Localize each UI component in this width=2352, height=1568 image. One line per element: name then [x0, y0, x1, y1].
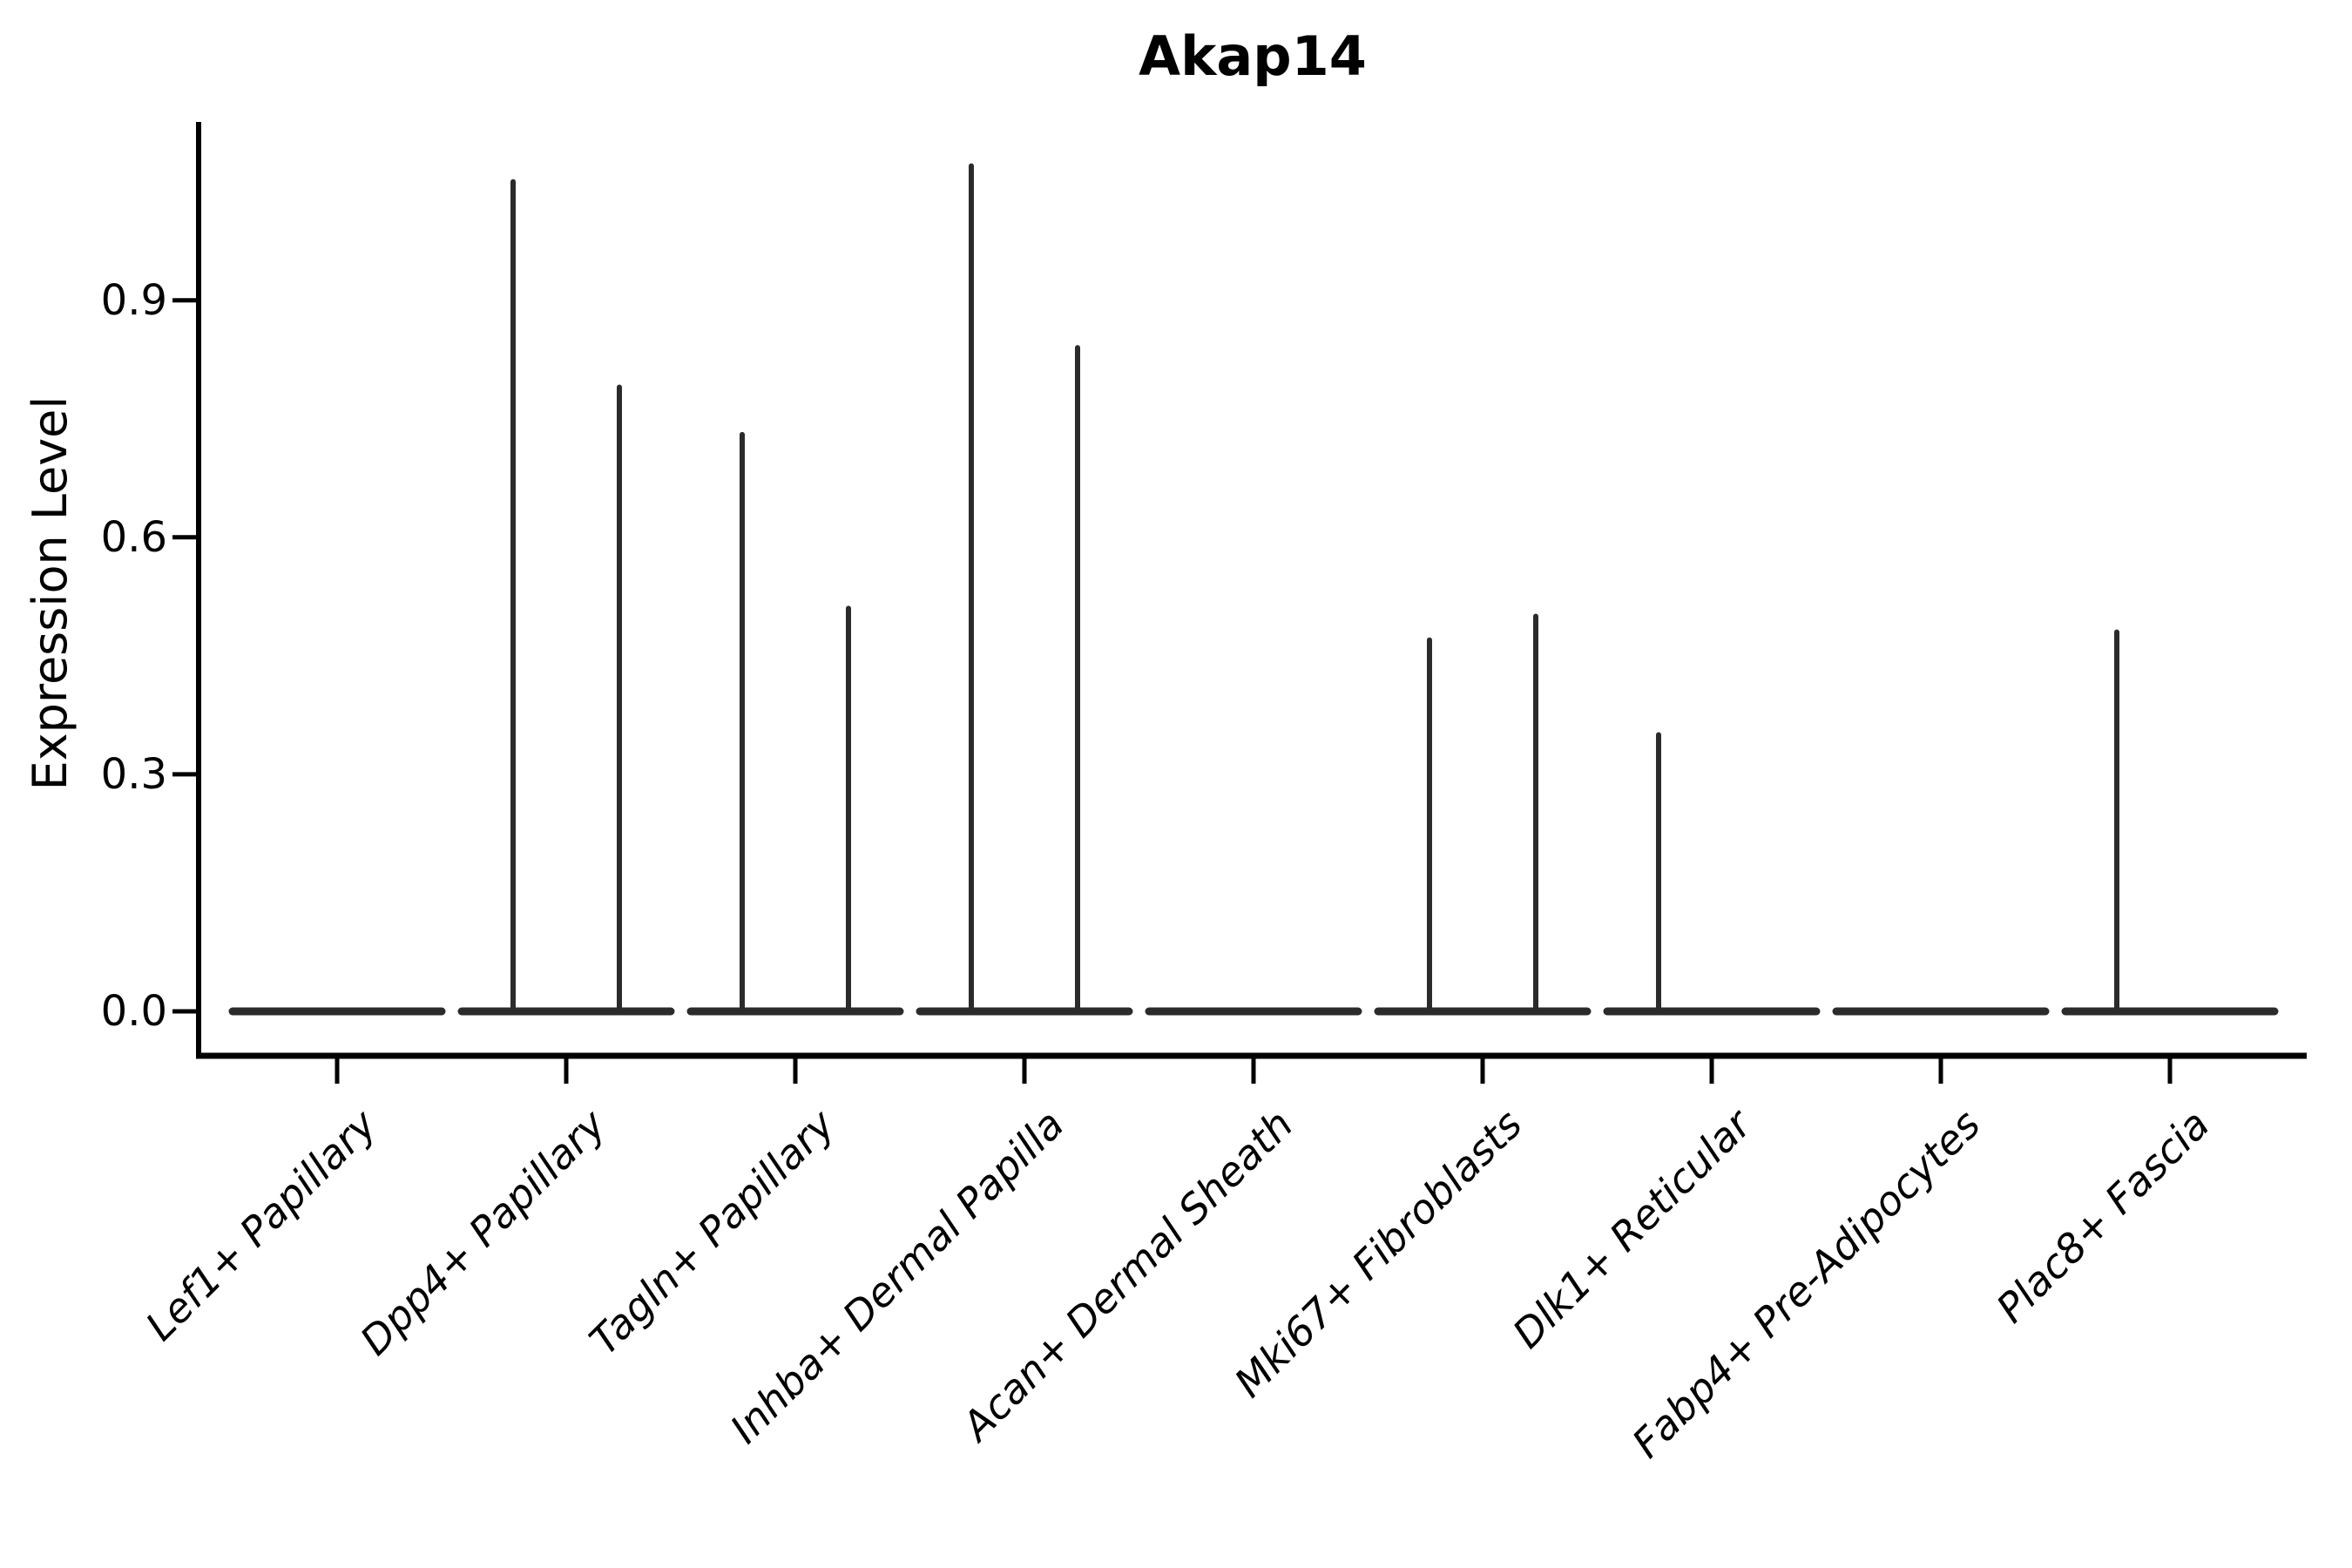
- y-tick-label: 0.0: [100, 987, 167, 1036]
- y-tick-label: 0.3: [100, 749, 167, 799]
- y-tick-label: 0.9: [100, 275, 167, 325]
- y-tick-label: 0.6: [100, 512, 167, 562]
- chart-title: Akap14: [1139, 24, 1367, 88]
- y-axis-title: Expression Level: [23, 395, 78, 791]
